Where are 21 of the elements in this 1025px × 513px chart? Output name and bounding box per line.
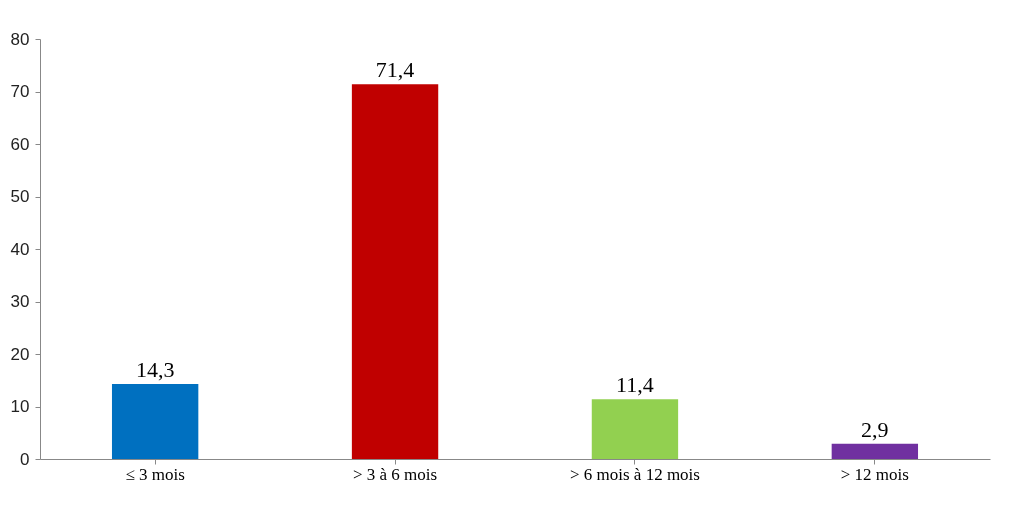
data-label: 11,4 — [616, 372, 654, 398]
data-label: 14,3 — [135, 356, 175, 382]
bar — [111, 383, 199, 459]
y-tick-label: 70 — [10, 82, 30, 101]
y-tick-label: 50 — [10, 187, 30, 206]
y-tick-label: 0 — [20, 449, 30, 469]
y-tick-label: 80 — [10, 29, 30, 49]
data-label: 2,9 — [861, 416, 889, 442]
bar — [351, 84, 439, 459]
x-tick-label: > 6 mois à 12 mois — [569, 464, 700, 484]
data-label: 71,4 — [375, 57, 415, 83]
y-tick-label: 40 — [10, 239, 30, 259]
y-tick-label: 60 — [10, 134, 30, 154]
y-tick-label: 20 — [10, 344, 30, 364]
y-tick-label: 10 — [10, 397, 30, 416]
x-tick-label: > 12 mois — [840, 464, 909, 484]
bar — [591, 399, 679, 459]
x-tick-label: > 3 à 6 mois — [352, 464, 438, 484]
x-tick-label: ≤ 3 mois — [125, 464, 185, 484]
y-tick-label: 30 — [10, 292, 30, 311]
bar — [831, 443, 919, 459]
